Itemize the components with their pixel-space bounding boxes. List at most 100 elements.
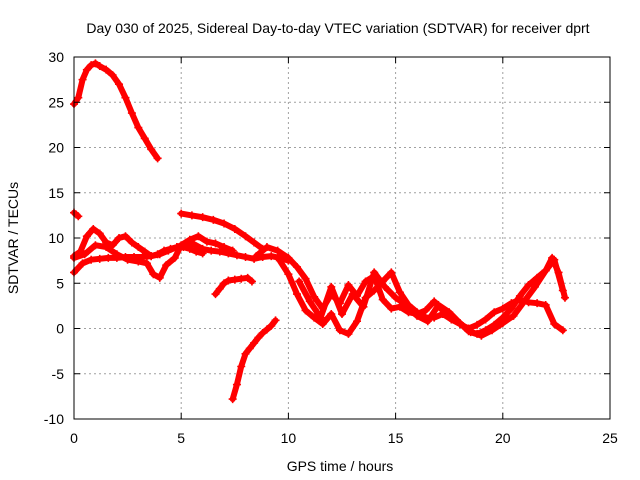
data-point: [74, 212, 83, 221]
series-arc-h: [228, 316, 280, 404]
data-point: [155, 250, 164, 259]
y-tick-label: 10: [48, 230, 64, 246]
data-point: [305, 297, 314, 306]
data-point: [91, 59, 100, 68]
data-point: [211, 290, 220, 299]
data-point: [80, 250, 89, 259]
data-point: [153, 154, 162, 163]
data-point: [243, 273, 252, 282]
data-point: [391, 293, 400, 302]
data-point: [185, 235, 194, 244]
data-point: [245, 344, 254, 353]
data-point: [258, 329, 267, 338]
data-point: [316, 313, 325, 322]
x-tick-label: 25: [602, 430, 618, 446]
data-point: [507, 304, 516, 313]
data-point: [498, 319, 507, 328]
data-point: [530, 282, 539, 291]
data-point: [237, 362, 246, 371]
data-point: [338, 310, 346, 319]
data-point: [423, 317, 432, 326]
data-point: [554, 268, 563, 277]
data-point: [327, 310, 336, 319]
series-arc-g: [211, 273, 256, 299]
y-axis-label: SDTVAR / TECUs: [5, 182, 21, 294]
data-point: [254, 333, 263, 342]
data-point: [250, 338, 259, 347]
data-point: [524, 281, 533, 290]
data-point: [220, 243, 229, 252]
y-tick-label: 30: [48, 49, 64, 65]
data-point: [387, 268, 396, 277]
data-point: [378, 295, 387, 304]
data-point: [104, 253, 113, 262]
data-point: [127, 109, 136, 118]
data-point: [91, 241, 100, 250]
data-point: [102, 65, 111, 74]
data-point: [177, 241, 186, 250]
data-point: [541, 266, 550, 275]
data-point: [134, 123, 143, 132]
data-point: [241, 253, 250, 262]
data-point: [147, 145, 156, 154]
data-point: [292, 262, 301, 271]
data-point: [271, 316, 280, 325]
data-point: [327, 282, 336, 291]
data-point: [134, 257, 143, 266]
data-point: [112, 250, 121, 259]
data-point: [275, 256, 284, 265]
data-point: [123, 255, 132, 264]
data-point: [228, 246, 237, 255]
data-point: [473, 320, 482, 329]
data-point: [252, 252, 261, 261]
data-marks: [70, 59, 569, 404]
series-trace: [71, 60, 161, 162]
data-point: [74, 93, 83, 102]
y-tick-label: 25: [48, 94, 64, 110]
data-point: [224, 276, 233, 285]
data-point: [515, 291, 524, 300]
y-tick-label: 0: [56, 321, 64, 337]
data-point: [533, 299, 542, 308]
data-point: [301, 274, 310, 283]
data-point: [87, 255, 96, 264]
data-point: [194, 232, 203, 241]
data-point: [134, 243, 143, 252]
x-axis-label: GPS time / hours: [287, 458, 394, 474]
data-point: [164, 246, 173, 255]
data-point: [498, 304, 507, 313]
x-tick-label: 10: [281, 430, 297, 446]
data-point: [228, 395, 237, 404]
data-point: [284, 270, 293, 279]
data-point: [520, 297, 529, 306]
data-point: [87, 61, 96, 70]
data-point: [187, 211, 196, 220]
grid-lines: [74, 57, 610, 419]
data-point: [142, 259, 151, 268]
data-point: [215, 247, 224, 256]
data-point: [95, 229, 104, 238]
data-point: [490, 308, 499, 317]
data-point: [550, 319, 559, 328]
data-point: [220, 279, 229, 288]
data-point: [387, 304, 396, 313]
data-point: [170, 253, 179, 262]
data-point: [230, 224, 239, 233]
data-point: [380, 282, 389, 291]
data-point: [230, 275, 239, 284]
data-point: [262, 325, 271, 334]
data-point: [348, 290, 357, 299]
data-point: [430, 297, 439, 306]
chart-title: Day 030 of 2025, Sidereal Day-to-day VTE…: [86, 20, 589, 36]
data-point: [395, 288, 404, 297]
data-point: [247, 277, 256, 286]
data-point: [192, 247, 201, 256]
data-point: [421, 306, 430, 315]
data-point: [353, 317, 362, 326]
y-tick-label: 20: [48, 140, 64, 156]
data-point: [284, 253, 293, 262]
data-point: [209, 215, 218, 224]
data-point: [155, 273, 164, 282]
y-tick-label: 5: [56, 275, 64, 291]
